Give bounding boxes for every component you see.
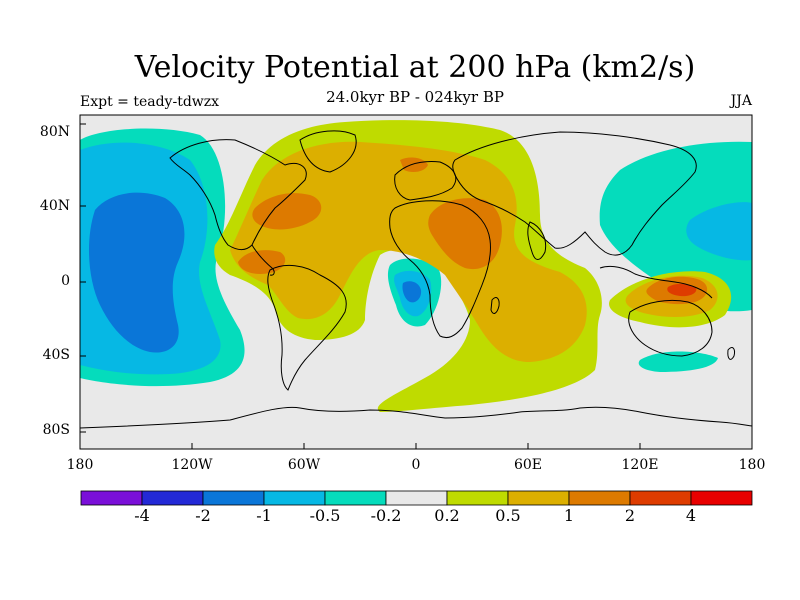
colorbar-level-label: 0.5 — [495, 506, 521, 525]
colorbar-swatch — [80, 490, 143, 506]
colorbar-level-label: 1 — [563, 506, 575, 525]
colorbar-level-label: -0.5 — [309, 506, 341, 525]
colorbar-level-label: -0.2 — [370, 506, 402, 525]
south-america-coastline — [267, 264, 347, 391]
global-positive-region — [230, 141, 587, 362]
colorbar-swatch — [385, 490, 448, 506]
colorbar-swatch — [690, 490, 753, 506]
new-zealand-coastline — [727, 347, 735, 360]
lat-tick-label: 80N — [39, 124, 70, 140]
lon-tick-label: 120W — [171, 457, 213, 473]
colorbar-swatch — [202, 490, 265, 506]
map-subtitle: 24.0kyr BP - 024kyr BP — [326, 88, 504, 106]
pacific-strong-negative-region — [88, 192, 185, 353]
lon-tick-label: 120E — [621, 457, 659, 473]
central-america-coastline — [251, 244, 275, 276]
india-coastline — [527, 221, 547, 260]
coastlines — [80, 130, 752, 429]
antarctica-coastline — [80, 406, 752, 429]
australia-coastline — [628, 299, 713, 357]
greenland-coastline — [299, 130, 357, 173]
maritime-continent-coastline — [599, 265, 713, 299]
europe-coastline — [394, 161, 457, 201]
colorbar-level-label: 0.2 — [434, 506, 460, 525]
colorbar-swatch — [629, 490, 692, 506]
colorbar-level-label: -4 — [134, 506, 150, 525]
lat-tick-label: 0 — [61, 273, 70, 289]
map-title: Velocity Potential at 200 hPa (km2/s) — [134, 50, 696, 85]
season-label: JJA — [730, 93, 752, 109]
lat-tick-label: 40N — [39, 198, 70, 214]
lon-tick-label: 60W — [287, 457, 321, 473]
colorbar-level-label: -1 — [256, 506, 272, 525]
colorbar-level-label: 2 — [624, 506, 636, 525]
new-guinea-peak-positive-region — [667, 283, 697, 297]
colorbar-swatch — [263, 490, 326, 506]
asia-coastline — [452, 131, 697, 256]
madagascar-coastline — [490, 297, 500, 314]
colorbar-swatch — [446, 490, 509, 506]
colorbar — [80, 490, 753, 506]
lat-tick-label: 80S — [42, 422, 70, 438]
pacific-east-negative-region — [599, 141, 752, 312]
colorbar-swatch — [324, 490, 387, 506]
central-asia-strong-positive-region — [400, 157, 428, 173]
north-america-coastline — [169, 139, 307, 250]
colorbar-swatch — [568, 490, 631, 506]
atlantic-strong-negative-cell — [402, 281, 422, 303]
lon-tick-label: 60E — [513, 457, 543, 473]
colorbar-swatch — [507, 490, 570, 506]
pacific-east-negative-core — [686, 202, 752, 261]
lon-tick-label: 180 — [66, 457, 94, 473]
lon-tick-label: 180 — [738, 457, 766, 473]
axis-ticks — [79, 123, 753, 449]
lat-tick-label: 40S — [42, 347, 70, 363]
map-plot-area — [80, 115, 752, 449]
colorbar-level-label: 4 — [685, 506, 697, 525]
colorbar-swatch — [141, 490, 204, 506]
north-africa-strong-positive-region — [428, 198, 502, 270]
north-atlantic-strong-positive-region — [252, 193, 322, 230]
experiment-label: Expt = teady-tdwzx — [80, 94, 220, 110]
lon-tick-label: 0 — [411, 457, 421, 473]
colorbar-level-label: -2 — [195, 506, 211, 525]
australia-south-negative-cell — [638, 351, 718, 372]
africa-coastline — [389, 200, 491, 339]
